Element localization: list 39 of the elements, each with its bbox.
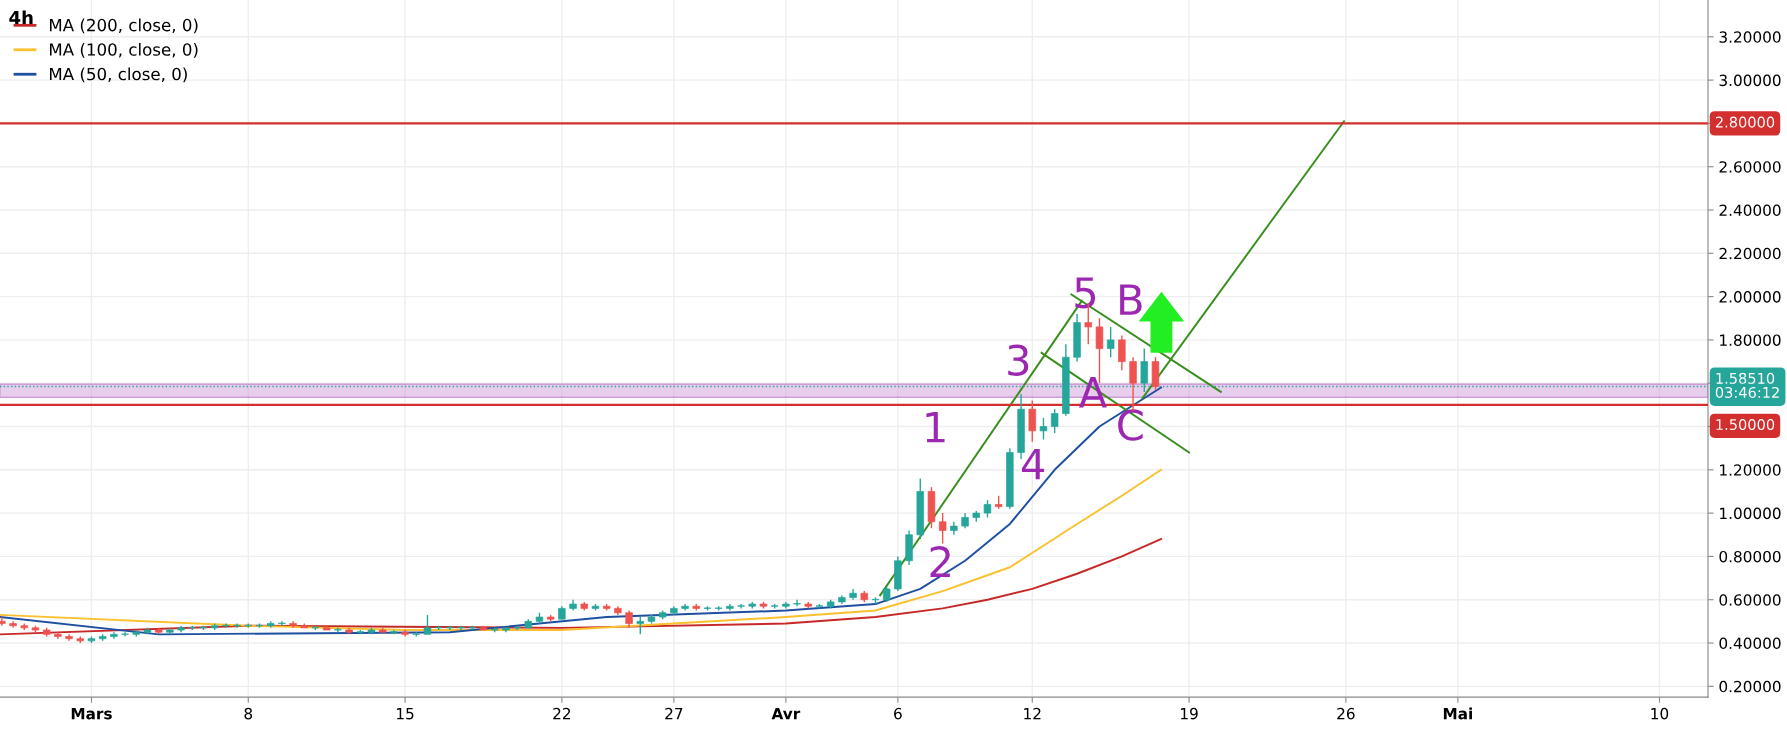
annotation: 5 [1075, 277, 1096, 309]
y-tick-label: 2.20000 [1719, 247, 1781, 260]
annotation: C [1118, 409, 1143, 441]
y-tick-label: 3.20000 [1719, 31, 1781, 43]
x-tick-label: 12 [1024, 707, 1041, 720]
y-tick-label: 1.00000 [1720, 507, 1781, 520]
y-tick-label: 2.40000 [1719, 204, 1781, 217]
ref-line-label: 1.58510 03:46:12 [1715, 372, 1779, 398]
y-tick-label: 0.20000 [1719, 680, 1781, 693]
x-tick-label: Mai [1443, 707, 1472, 720]
x-tick-label: 8 [244, 707, 253, 720]
x-tick-label: 26 [1337, 707, 1355, 720]
y-tick-label: 0.80000 [1719, 550, 1781, 563]
y-tick-label: 2.00000 [1719, 291, 1781, 303]
x-tick-label: 10 [1651, 707, 1669, 720]
x-tick-label: 22 [553, 707, 571, 720]
y-tick-label: 3.00000 [1719, 74, 1781, 87]
ref-line-label: 1.50000 [1716, 419, 1775, 431]
legend-label: MA (200, close, 0) [49, 18, 198, 34]
ref-line-label: 2.80000 [1715, 116, 1775, 128]
x-tick-label: Mars [71, 708, 112, 720]
legend-label: MA (50, close, 0) [49, 67, 187, 83]
y-tick-label: 0.60000 [1719, 594, 1781, 606]
x-tick-label: 19 [1181, 707, 1198, 720]
y-tick-label: 2.60000 [1719, 161, 1781, 173]
y-tick-label: 1.20000 [1720, 464, 1781, 476]
y-tick-label: 1.80000 [1720, 334, 1781, 346]
x-tick-label: Avr [771, 708, 801, 720]
x-tick-label: 6 [894, 707, 902, 720]
legend-label: MA (100, close, 0) [49, 42, 198, 58]
annotation: 2 [930, 545, 950, 577]
annotation: 4 [1021, 448, 1045, 480]
annotation: 3 [1008, 344, 1029, 376]
x-tick-label: 15 [397, 708, 414, 720]
chart-title: 4h [9, 10, 33, 25]
annotation: B [1120, 284, 1142, 315]
x-tick-label: 27 [665, 707, 683, 720]
annotation: 1 [926, 411, 945, 443]
y-tick-label: 0.40000 [1719, 637, 1781, 650]
